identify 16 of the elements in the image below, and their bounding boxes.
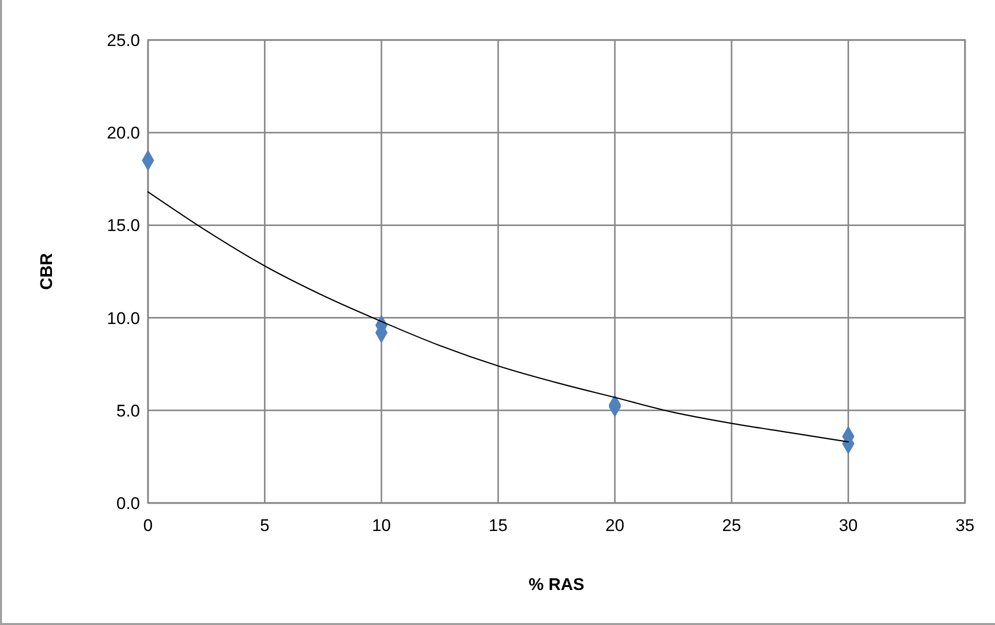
x-tick-label: 25: [722, 516, 742, 535]
x-axis-title: % RAS: [528, 575, 584, 594]
y-tick-label: 25.0: [106, 30, 140, 50]
x-tick-label: 30: [838, 516, 858, 535]
x-tick-label: 15: [488, 516, 508, 535]
y-axis-title: CBR: [37, 253, 56, 290]
y-tick-label: 5.0: [116, 401, 140, 420]
x-tick-label: 10: [372, 516, 391, 535]
y-tick-label: 20.0: [106, 124, 140, 143]
x-tick-label: 0: [143, 516, 153, 535]
y-tick-label: 10.0: [106, 308, 140, 328]
x-tick-label: 35: [956, 516, 974, 535]
x-tick-label: 5: [260, 516, 270, 535]
x-tick-label: 20: [605, 516, 624, 535]
y-tick-label: 0.0: [116, 494, 140, 513]
y-tick-label: 15.0: [106, 216, 140, 236]
